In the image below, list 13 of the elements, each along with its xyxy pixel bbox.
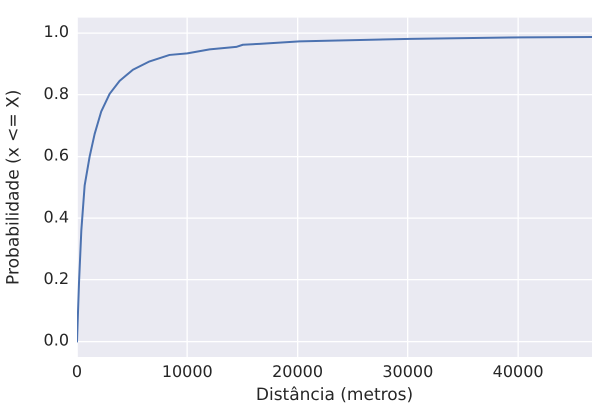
y-tick-label: 0.6 [44,146,69,165]
x-tick-label: 20000 [272,362,324,381]
x-tick-label: 30000 [382,362,434,381]
y-tick-label: 0.0 [44,330,69,350]
y-tick-label: 0.4 [44,207,69,226]
x-tick-label: 10000 [162,362,213,381]
y-tick-label: 0.2 [44,269,69,288]
x-axis-title: Distância (metros) [256,385,414,406]
y-axis-title: Probabilidade (x <= X) [4,90,24,285]
x-tick-label: 40000 [492,362,544,381]
y-tick-label: 1.0 [44,22,69,42]
x-tick-label: 0 [72,362,82,381]
y-tick-label: 0.8 [44,84,69,103]
